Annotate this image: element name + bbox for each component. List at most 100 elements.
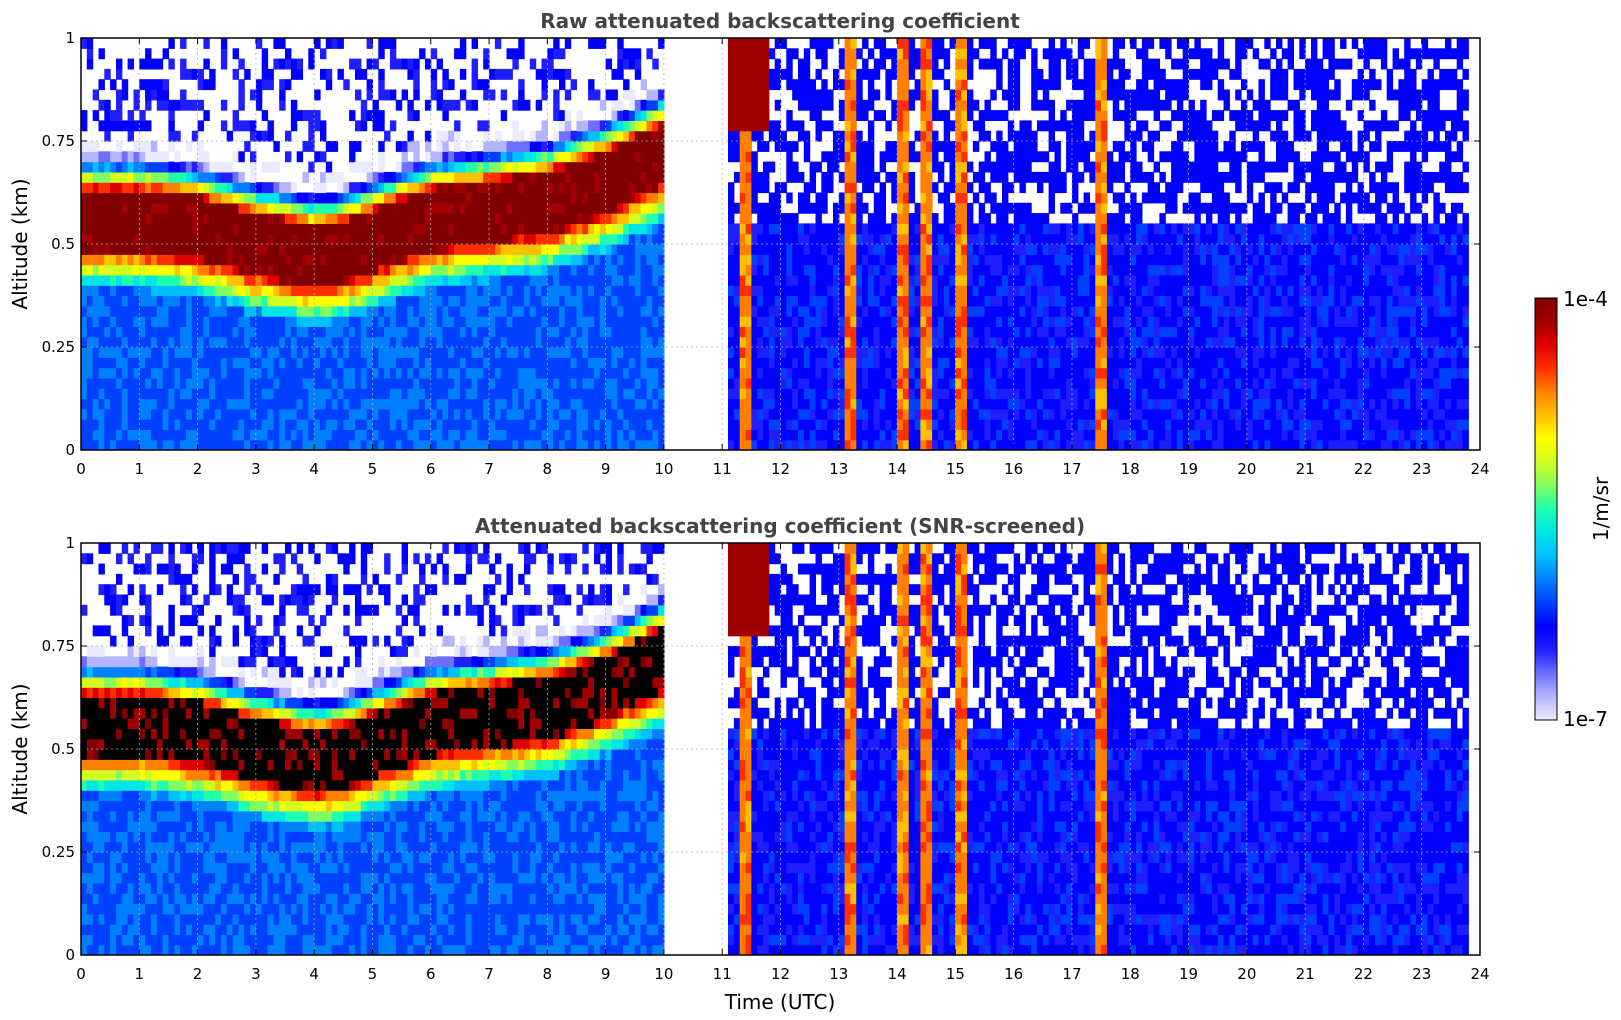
heat-cell [652,202,659,214]
heat-cell [827,274,834,286]
heat-cell [576,408,583,420]
heat-cell [763,388,770,400]
heat-cell [733,89,741,101]
heat-cell [477,213,484,224]
heat-cell [792,254,799,266]
heat-cell [471,439,478,450]
heat-cell [384,233,391,245]
heat-cell [116,326,123,338]
heat-cell [652,326,659,338]
heat-cell [844,274,851,286]
heat-cell [430,254,438,266]
heat-cell [967,429,974,441]
heat-cell [873,264,881,276]
heat-cell [139,58,146,70]
heat-cell [611,110,618,121]
heat-cell [553,408,560,420]
heat-cell [180,316,187,327]
heat-cell [355,141,362,152]
heat-cell [104,244,111,255]
heat-cell [250,182,257,194]
heat-cell [273,336,280,348]
heat-cell [343,223,350,235]
heat-cell [442,419,449,430]
heat-cell [267,161,274,173]
heat-cell [1013,171,1021,183]
heat-cell [430,347,438,358]
heat-cell [757,429,764,441]
heat-cell [605,161,612,173]
heat-cell [541,274,548,286]
heat-cell [652,357,659,369]
heat-cell [156,151,164,163]
heat-cell [448,213,455,224]
heat-cell [646,48,653,60]
heat-cell [168,367,175,379]
heat-cell [809,89,816,101]
heat-cell [325,388,333,400]
heat-cell [658,254,665,266]
heat-cell [168,161,175,173]
heat-cell [255,130,263,142]
heat-cell [384,223,391,235]
heat-cell [652,264,659,276]
heat-cell [774,295,782,307]
heat-cell [1002,429,1009,441]
heat-cell [897,192,904,204]
heat-cell [512,316,519,327]
heat-cell [250,223,257,235]
heat-cell [448,182,455,194]
heat-cell [751,274,758,286]
heat-cell [174,151,181,163]
heat-cell [646,182,653,194]
heat-cell [244,336,251,348]
heat-cell [360,244,368,255]
heat-cell [360,110,368,121]
heat-cell [442,182,449,194]
heat-cell [139,120,146,132]
heat-cell [733,151,741,163]
heat-cell [337,336,344,348]
heat-cell [972,419,980,430]
heat-cell [81,213,88,224]
heat-cell [156,233,164,245]
heat-cell [413,58,420,70]
heat-cell [483,171,490,183]
heat-cell [803,357,811,369]
heat-cell [751,68,758,80]
heat-cell [833,295,840,307]
heat-cell [535,192,543,204]
heat-cell [937,274,945,286]
heat-cell [547,141,554,152]
heat-cell [308,141,315,152]
heat-cell [442,202,449,214]
heat-cell [238,192,245,204]
heat-cell [436,213,443,224]
heat-cell [168,419,175,430]
heat-cell [594,326,601,338]
heat-cell [786,223,793,235]
heat-cell [168,429,175,441]
heat-cell [203,357,210,369]
heat-cell [150,388,158,400]
heat-cell [436,357,443,369]
heat-cell [955,151,962,163]
heat-cell [908,99,916,111]
heat-cell [803,233,811,245]
heat-cell [891,171,898,183]
heat-cell [617,408,624,420]
heat-cell [646,377,653,389]
heat-cell [320,429,327,441]
heat-cell [238,202,245,214]
heat-cell [81,223,88,235]
heat-cell [355,213,362,224]
heat-cell [494,161,502,173]
heat-cell [156,254,164,266]
heat-cell [838,79,846,91]
heat-cell [827,439,834,450]
heat-cell [873,357,881,369]
heat-cell [926,367,933,379]
heat-cell [279,398,286,410]
heat-cell [110,429,117,441]
heat-cell [302,141,309,152]
